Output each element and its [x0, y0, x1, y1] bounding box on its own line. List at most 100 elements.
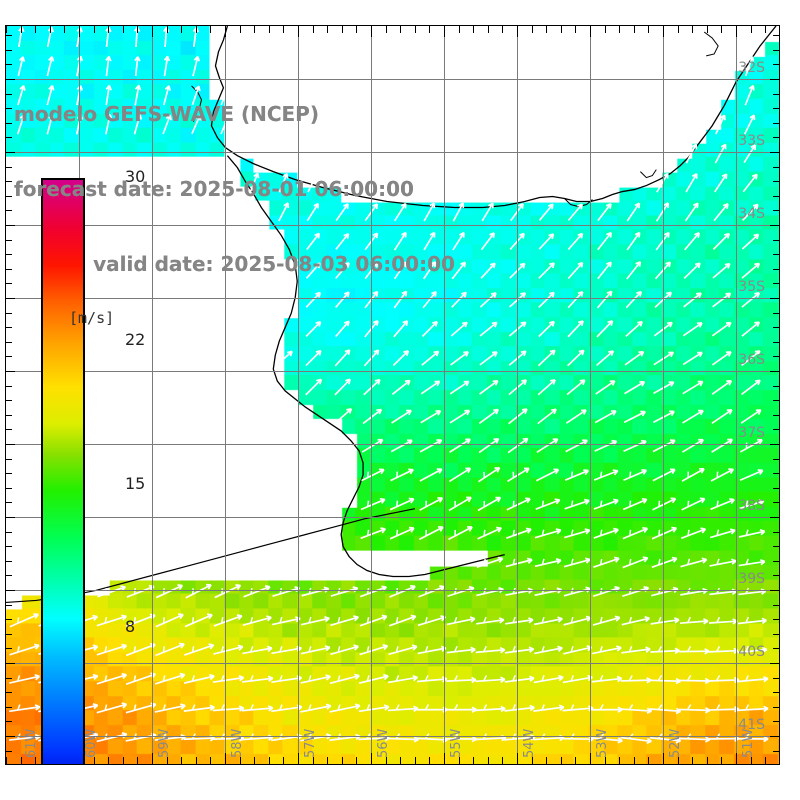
axis-tick [414, 757, 416, 764]
x-axis-label: 61W [24, 728, 39, 758]
axis-tick [692, 26, 694, 33]
axis-tick [773, 283, 779, 285]
axis-tick [770, 79, 779, 80]
axis-tick [773, 356, 779, 358]
axis-tick [773, 604, 779, 606]
axis-tick [6, 254, 12, 256]
axis-tick [773, 254, 779, 256]
x-axis-label: 55W [449, 728, 464, 758]
axis-tick [773, 502, 779, 504]
axis-ticks-right [770, 26, 779, 764]
axis-tick [444, 26, 445, 37]
axis-tick [6, 633, 12, 635]
axis-tick [773, 122, 779, 124]
axis-tick [195, 757, 197, 764]
axis-tick [765, 757, 767, 764]
x-axis-label: 57W [303, 728, 318, 758]
axis-tick [546, 26, 548, 33]
axis-tick [604, 757, 606, 764]
axis-tick [6, 575, 12, 577]
axis-tick [773, 239, 779, 241]
x-axis-label: 58W [230, 728, 245, 758]
axis-tick [414, 26, 416, 33]
x-axis-label: 54W [522, 728, 537, 758]
axis-tick [706, 757, 708, 764]
axis-tick [773, 49, 779, 51]
axis-tick [108, 757, 110, 764]
axis-tick [773, 633, 779, 635]
axis-tick [108, 26, 110, 33]
axis-tick [210, 26, 212, 33]
axis-tick [6, 239, 12, 241]
y-axis-label: 32S [738, 60, 765, 76]
y-axis-label: 33S [738, 133, 765, 149]
axis-tick [152, 753, 153, 764]
axis-tick [6, 706, 12, 708]
axis-tick [770, 663, 779, 664]
axis-tick [773, 312, 779, 314]
colorbar-tick-label: 15 [125, 473, 146, 493]
y-axis-label: 34S [738, 206, 765, 222]
axis-tick [487, 757, 489, 764]
axis-tick [736, 26, 737, 37]
axis-tick [327, 757, 329, 764]
axis-tick [773, 531, 779, 533]
axis-ticks-bottom [6, 753, 779, 764]
axis-tick [773, 181, 779, 183]
axis-tick [385, 757, 387, 764]
gridline-vertical [444, 26, 445, 764]
axis-tick [283, 757, 285, 764]
axis-tick [6, 531, 12, 533]
axis-tick [619, 26, 621, 33]
axis-tick [6, 122, 12, 124]
axis-tick [166, 26, 168, 33]
axis-tick [773, 93, 779, 95]
gridline-horizontal [6, 371, 779, 372]
axis-tick [298, 753, 299, 764]
colorbar-unit-label: [m/s] [69, 309, 115, 327]
axis-tick [312, 26, 314, 33]
axis-tick [79, 26, 80, 37]
axis-tick [531, 757, 533, 764]
axis-tick [6, 108, 12, 110]
axis-tick [773, 706, 779, 708]
gridline-horizontal [6, 444, 779, 445]
axis-tick [93, 26, 95, 33]
colorbar-tick-label: 8 [125, 616, 136, 636]
colorbar[interactable]: [m/s] 30221580 [41, 167, 145, 764]
gridline-vertical [371, 26, 372, 764]
axis-tick [6, 677, 12, 679]
axis-tick [6, 371, 15, 372]
axis-tick [341, 26, 343, 33]
axis-tick [6, 35, 12, 37]
gridline-horizontal [6, 79, 779, 80]
colorbar-tick-label: 22 [125, 330, 146, 350]
axis-tick [429, 757, 431, 764]
axis-tick [6, 502, 12, 504]
axis-tick [770, 444, 779, 445]
axis-tick [770, 371, 779, 372]
gridline-vertical [225, 26, 226, 764]
axis-tick [604, 26, 606, 33]
axis-tick [773, 137, 779, 139]
axis-tick [6, 166, 12, 168]
axis-tick [6, 560, 12, 562]
axis-tick [590, 26, 591, 37]
axis-tick [773, 64, 779, 66]
axis-tick [6, 327, 12, 329]
axis-tick [619, 757, 621, 764]
axis-tick [692, 757, 694, 764]
gridline-vertical [736, 26, 737, 764]
axis-tick [575, 26, 577, 33]
x-axis-label: 52W [668, 728, 683, 758]
axis-tick [6, 210, 12, 212]
axis-tick [773, 385, 779, 387]
map-plot-area[interactable]: 61W 60W 59W 58W 57W 56W 55W 54W 53W 52W 51W 32S 33S… [5, 25, 780, 765]
axis-tick [6, 298, 15, 299]
axis-tick [254, 757, 256, 764]
axis-tick [6, 663, 15, 664]
axis-tick [560, 26, 562, 33]
axis-tick [770, 298, 779, 299]
gridline-horizontal [6, 517, 779, 518]
axis-tick [590, 753, 591, 764]
